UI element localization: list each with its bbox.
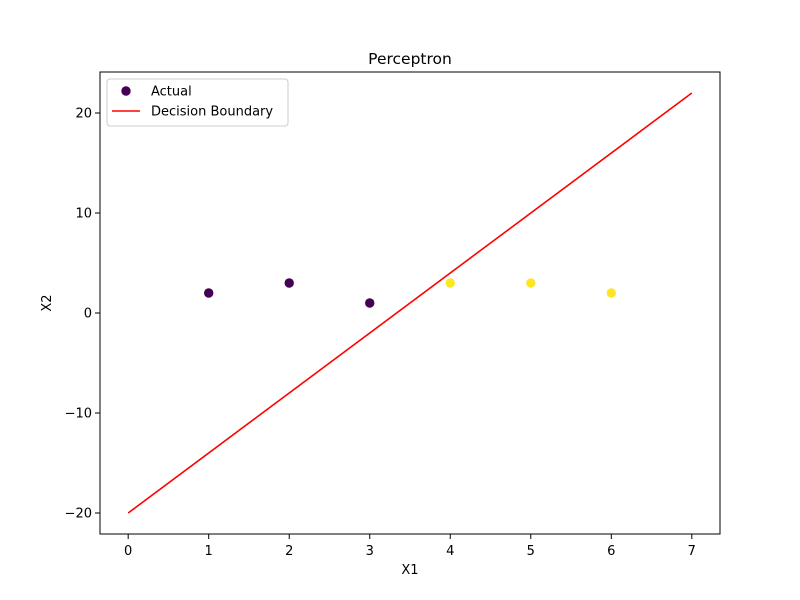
legend-marker-actual bbox=[121, 86, 131, 96]
x-tick-label: 3 bbox=[366, 544, 374, 559]
scatter-point bbox=[445, 278, 455, 288]
scatter-point bbox=[606, 288, 616, 298]
x-tick-label: 2 bbox=[285, 544, 293, 559]
legend-label-decision-boundary: Decision Boundary bbox=[151, 105, 273, 120]
scatter-point bbox=[526, 278, 536, 288]
x-tick-label: 1 bbox=[205, 544, 213, 559]
axes-frame bbox=[99, 71, 721, 535]
y-tick-label: 10 bbox=[75, 207, 92, 222]
x-tick-label: 6 bbox=[607, 544, 615, 559]
x-tick-label: 4 bbox=[446, 544, 454, 559]
x-tick-label: 7 bbox=[688, 544, 696, 559]
y-tick-label: 0 bbox=[84, 307, 92, 322]
axis-ticks: 0 1 2 3 4 5 6 7 −20 −10 0 10 20 bbox=[65, 107, 696, 560]
plot-area bbox=[127, 92, 693, 514]
scatter-point bbox=[365, 298, 375, 308]
y-tick-label: −20 bbox=[65, 507, 92, 522]
x-tick-label: 0 bbox=[124, 544, 132, 559]
legend-box bbox=[106, 78, 289, 127]
x-axis-label: X1 bbox=[401, 563, 418, 578]
y-tick-label: −10 bbox=[65, 407, 92, 422]
y-axis-label: X2 bbox=[40, 294, 55, 311]
legend: Actual Decision Boundary bbox=[106, 78, 289, 127]
scatter-point bbox=[284, 278, 294, 288]
x-tick-label: 5 bbox=[527, 544, 535, 559]
y-tick-label: 20 bbox=[75, 107, 92, 122]
decision-boundary-line bbox=[127, 92, 693, 514]
chart-title: Perceptron bbox=[368, 50, 452, 68]
scatter-point bbox=[204, 288, 214, 298]
legend-label-actual: Actual bbox=[151, 85, 192, 100]
